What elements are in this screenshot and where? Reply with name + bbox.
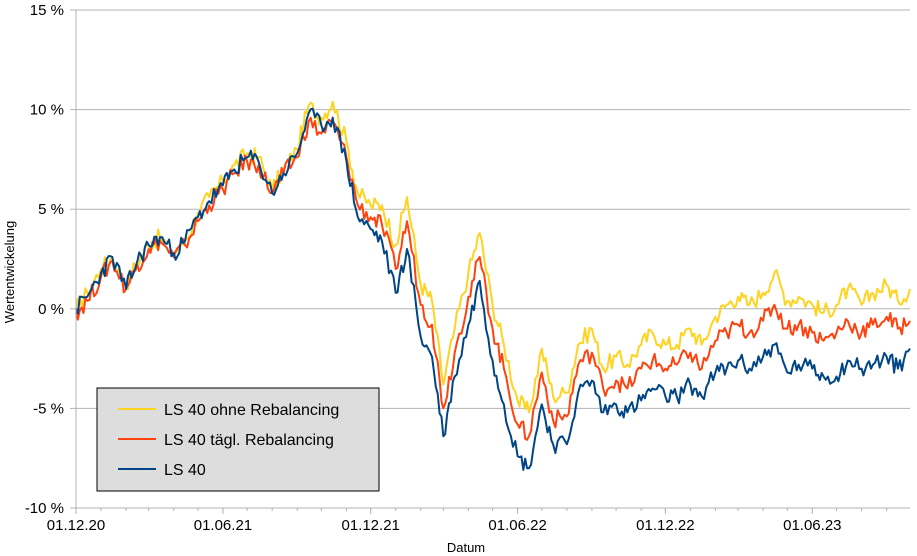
x-axis-title: Datum: [447, 540, 485, 555]
x-tick-label: 01.12.21: [341, 517, 399, 534]
y-tick-label: 15 %: [30, 2, 64, 19]
x-tick-label: 01.12.22: [636, 517, 694, 534]
x-tick-label: 01.06.21: [194, 517, 252, 534]
series-line-2: [75, 116, 911, 441]
legend-label: LS 40: [164, 462, 206, 479]
y-tick-label: 10 %: [30, 102, 64, 119]
x-tick-label: 01.12.20: [47, 517, 105, 534]
x-tick-labels: 01.12.20 01.06.21 01.12.21 01.06.22 01.12.22…: [47, 508, 888, 534]
y-tick-label: 0 %: [38, 301, 64, 318]
legend: LS 40 ohne Rebalancing LS 40 tägl. Rebala…: [96, 387, 380, 492]
series-line-3: [75, 107, 911, 471]
legend-label: LS 40 ohne Rebalancing: [164, 402, 339, 419]
x-tick-label: 01.06.22: [488, 517, 546, 534]
y-tick-labels: -10 % -5 % 0 % 5 % 10 % 15 %: [25, 2, 76, 517]
x-tick-label: 01.06.23: [783, 517, 841, 534]
y-tick-label: 5 %: [38, 201, 64, 218]
y-tick-label: -10 %: [25, 500, 64, 517]
y-axis-title: Wertentwickelung: [2, 221, 17, 323]
legend-label: LS 40 tägl. Rebalancing: [164, 432, 334, 449]
series-lines: [75, 100, 911, 471]
y-tick-label: -5 %: [33, 400, 64, 417]
